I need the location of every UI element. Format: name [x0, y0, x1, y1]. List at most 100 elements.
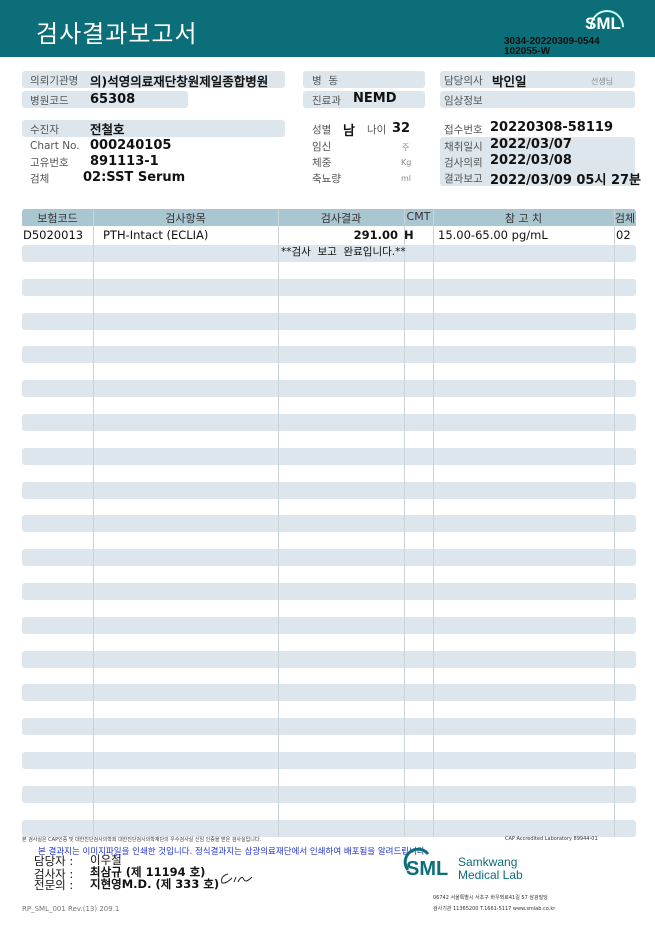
table-row-stripe [22, 380, 636, 398]
clinical-label: 임상정보 [444, 95, 483, 107]
department: NEMD [353, 91, 397, 106]
patient-name: 전철호 [90, 122, 125, 137]
clinical-box [440, 91, 635, 108]
manager-label: 담당자 : [34, 854, 74, 868]
table-row-stripe [22, 785, 636, 803]
table-row-stripe [22, 684, 636, 702]
cell-result: 291.00 [353, 228, 398, 242]
certification-note: 본 검사실은 CAP인증 및 대한진단검사의학회 대한진단검사의학재단의 우수검… [22, 837, 262, 843]
age-label: 나이 [367, 124, 387, 136]
form-id: RP_SML_001 Rev.(13) 209.1 [22, 905, 120, 913]
sex-label: 성별 [312, 124, 332, 136]
chart-label: Chart No. [30, 140, 80, 152]
pregnancy-label: 임신 [312, 141, 332, 153]
th-cmt: CMT [406, 210, 431, 223]
table-row-stripe [22, 447, 636, 465]
referring-org-label: 의뢰기관명 [30, 75, 79, 87]
doctor-box [440, 71, 635, 88]
table-row-stripe [22, 414, 636, 431]
th-result: 검사결과 [320, 212, 362, 225]
th-test-item: 검사항목 [165, 212, 206, 225]
cell-cmt: H [404, 228, 414, 242]
urine-unit: ml [401, 174, 412, 183]
cell-code: D5020013 [23, 228, 84, 242]
lab-address: 06742 서울특별시 서초구 바우뫼로41길 57 삼광빌딩 [433, 895, 548, 901]
col-divider [433, 209, 434, 836]
sex: 남 [343, 124, 355, 139]
reported-datetime: 2022/03/09 05시 27분 [490, 173, 642, 188]
dates-box [440, 137, 635, 186]
department-box [303, 91, 425, 108]
specialist-label: 전문의 : [34, 878, 74, 892]
lab-name-line1: Samkwang [458, 855, 518, 869]
col-divider [404, 209, 405, 836]
age: 32 [392, 121, 411, 136]
signature-image [221, 873, 253, 884]
table-row-stripe [22, 583, 636, 600]
patient-id: 891113-1 [90, 154, 159, 169]
ward-box [303, 71, 425, 88]
receipt-number: 20220308-58119 [490, 120, 613, 135]
sml-logo: SML [585, 14, 621, 33]
ward-label: 병 동 [312, 75, 338, 87]
table-header [22, 209, 636, 226]
report-complete-note: **검사 보고 완료입니다.** [281, 246, 406, 258]
table-row-stripe [22, 718, 636, 736]
table-row-stripe [22, 481, 636, 499]
table-row-stripe [22, 278, 636, 296]
hospital-code-box [22, 91, 188, 108]
lab-name-line2: Medical Lab [458, 868, 523, 882]
hospital-code: 65308 [90, 92, 136, 107]
patient-box [22, 120, 285, 137]
col-divider [278, 209, 279, 836]
pregnancy-unit: 주 [402, 143, 410, 152]
department-label: 진료과 [312, 95, 341, 107]
urine-label: 축뇨량 [312, 173, 341, 185]
table-row-stripe [22, 549, 636, 567]
lab-name: Samkwang Medical Lab [458, 856, 523, 882]
col-divider [93, 209, 94, 836]
doc-id-line2: 102055-W [504, 46, 551, 57]
referring-org-box [22, 71, 285, 88]
doctor: 박인일 [492, 74, 527, 89]
print-notice: 본 결과지는 이미지파일을 인쇄한 것입니다. 정식결과지는 삼광의료재단에서 … [38, 847, 428, 857]
table-row-stripe [22, 650, 636, 668]
table-row-stripe [22, 346, 636, 364]
document-id: 3034-20220309-0544 102055-W [504, 37, 600, 57]
weight-unit: Kg [401, 158, 412, 167]
table-row-stripe [22, 312, 636, 330]
tester-label: 검사자 : [34, 867, 74, 881]
collected-label: 채취일시 [444, 141, 483, 153]
table-row-stripe [22, 515, 636, 533]
referring-org: 의)석영의료재단창원제일종합병원 [90, 74, 269, 89]
table-row-stripe [22, 245, 636, 262]
lab-contact: 검사기관 11365200 T.1661-5117 www.smlab.co.k… [433, 906, 556, 912]
doctor-label: 담당의사 [444, 75, 483, 87]
col-divider [614, 209, 615, 836]
th-insurance-code: 보험코드 [37, 212, 78, 225]
table-row-stripe [22, 752, 636, 769]
report-title: 검사결과보고서 [36, 20, 198, 48]
report-header-band [0, 0, 655, 57]
doc-id-line1: 3034-20220309-0544 [504, 36, 600, 47]
specimen-label: 검체 [30, 173, 50, 185]
receipt-label: 접수번호 [444, 124, 483, 136]
th-specimen: 검체 [614, 212, 636, 225]
cell-test: PTH-Intact (ECLIA) [103, 228, 209, 242]
id-label: 고유번호 [30, 157, 69, 169]
tester: 최삼규 (제 11194 호) [90, 865, 206, 879]
specialist: 지현영M.D. (제 333 호) [90, 877, 220, 891]
cap-accreditation: CAP Accredited Laboratory 89944-01 [505, 836, 598, 842]
cell-reference: 15.00-65.00 pg/mL [438, 228, 548, 242]
specimen: 02:SST Serum [83, 170, 186, 185]
requested-date: 2022/03/08 [490, 153, 572, 168]
patient-label: 수진자 [30, 124, 59, 136]
lab-logo-arc-icon [403, 848, 430, 871]
table-row-stripe [22, 616, 636, 634]
chart-number: 000240105 [90, 138, 172, 153]
table-row-stripe [22, 819, 636, 837]
manager: 이우철 [90, 853, 122, 867]
th-reference: 참 고 치 [504, 212, 543, 225]
weight-label: 체중 [312, 157, 332, 169]
cell-specimen: 02 [616, 228, 631, 242]
